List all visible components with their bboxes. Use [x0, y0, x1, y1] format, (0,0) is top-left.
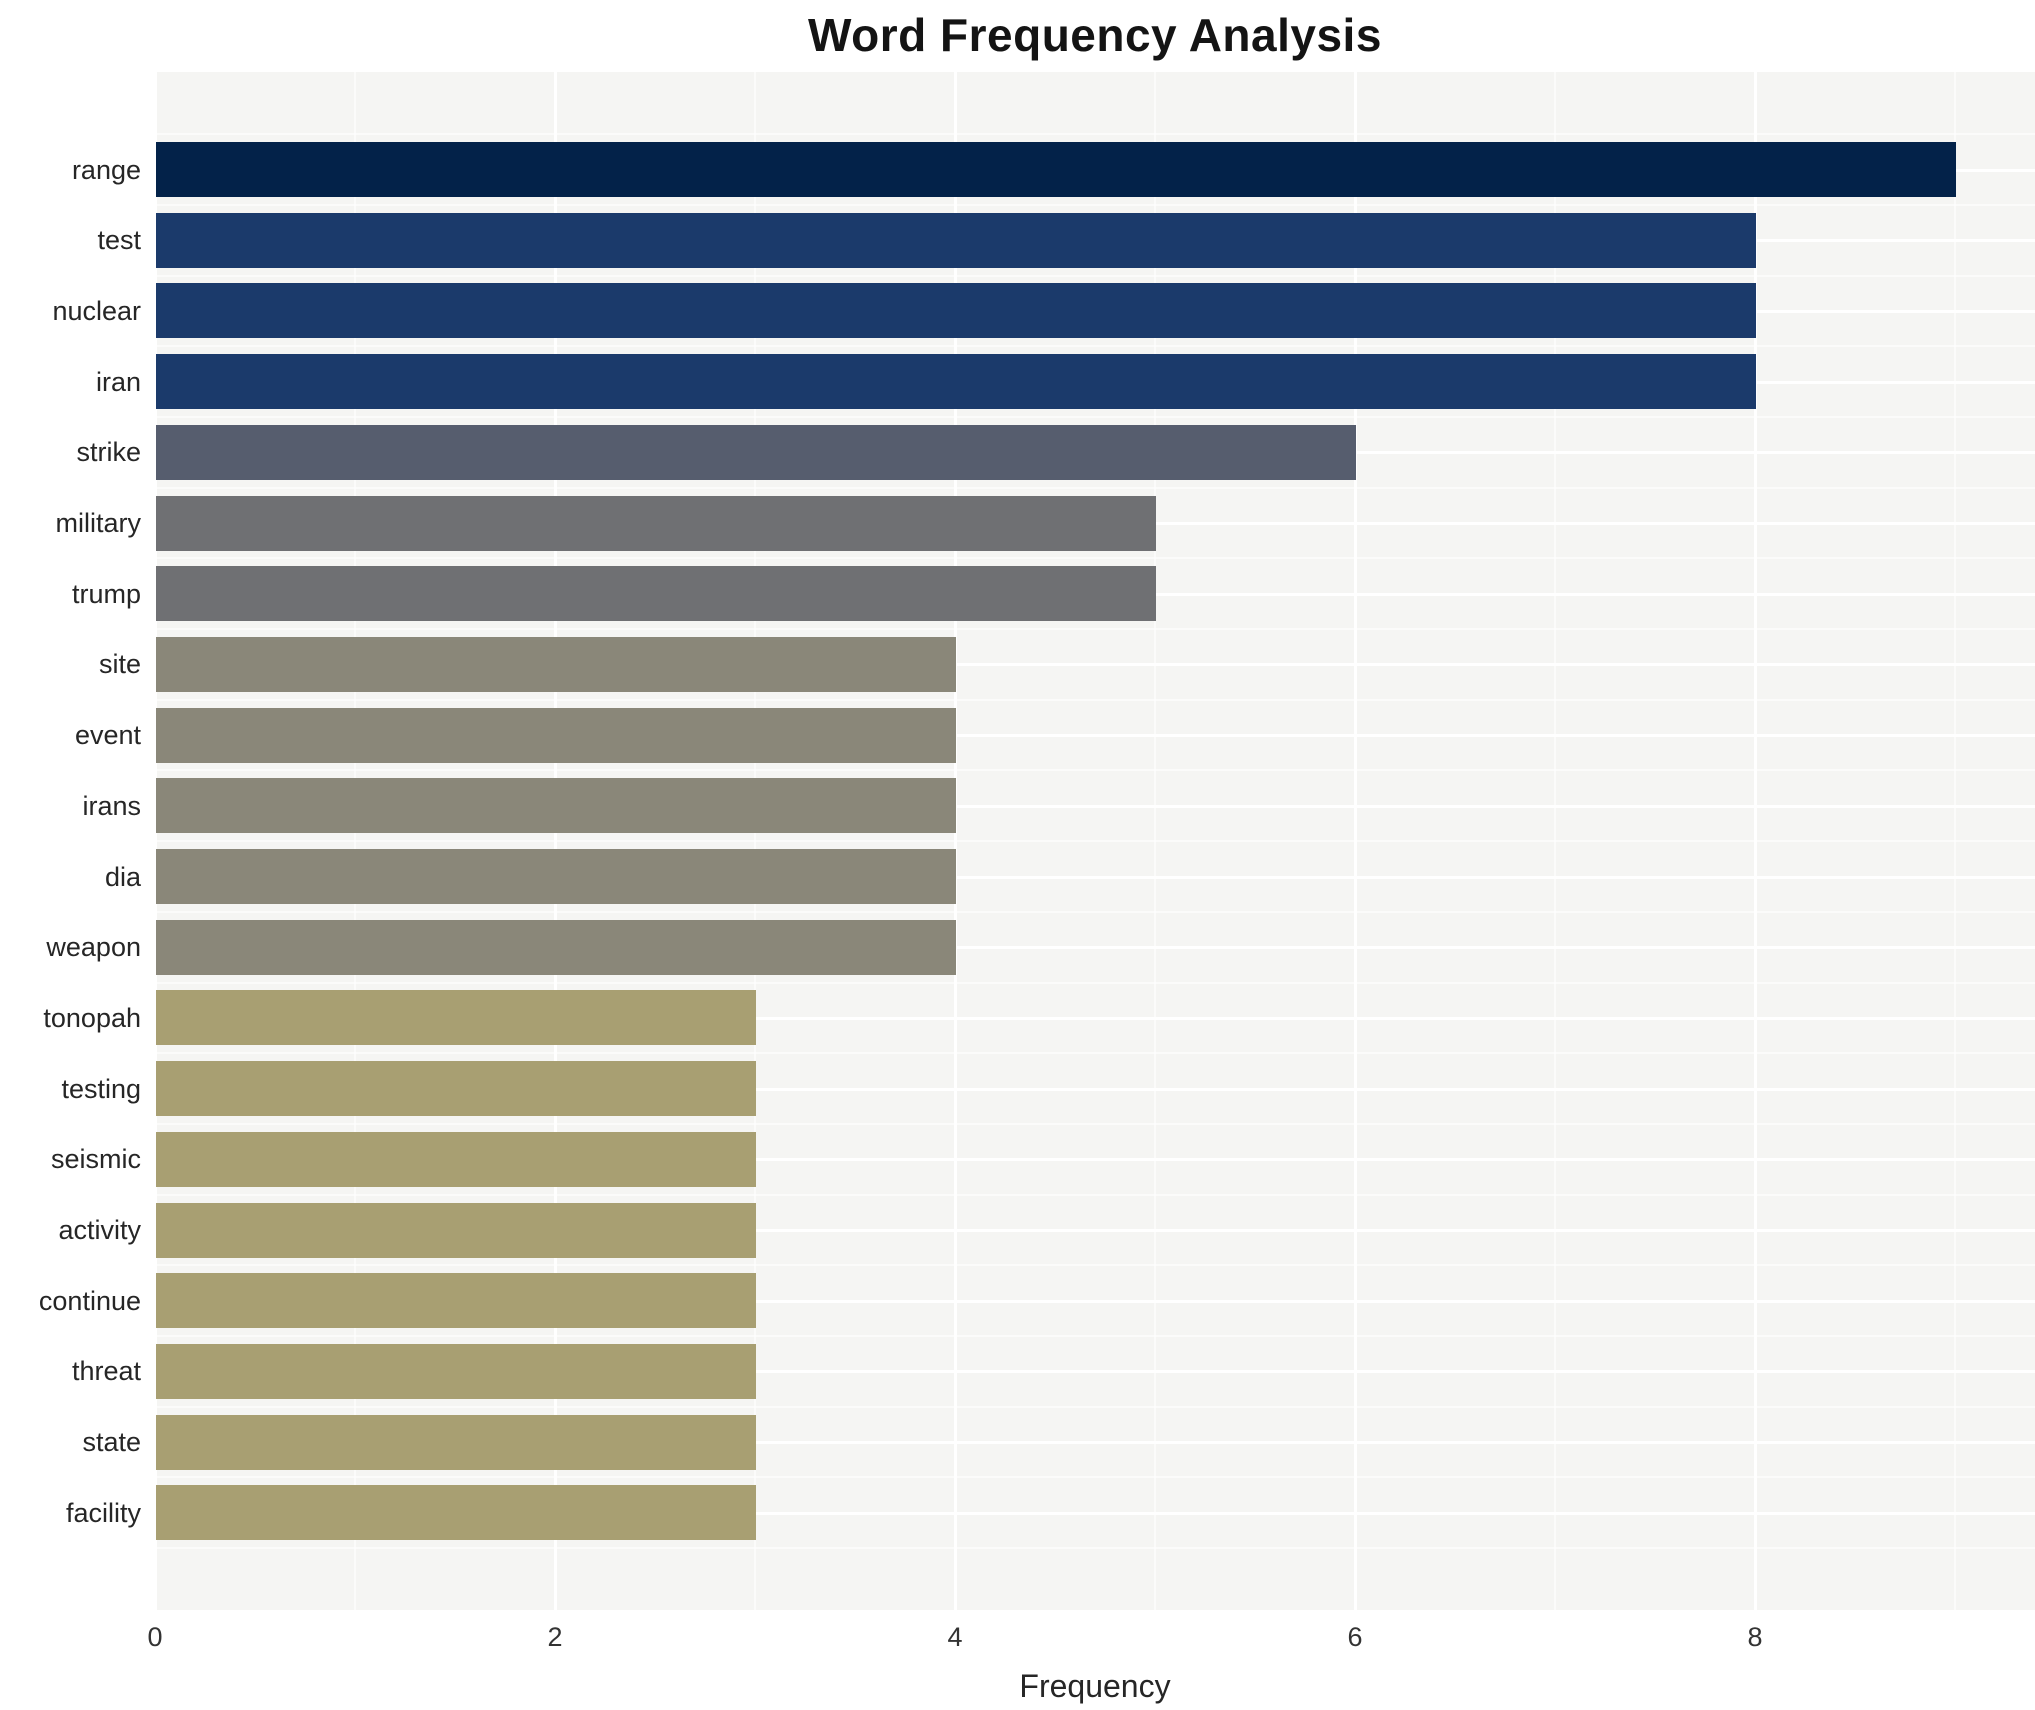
bar-test — [156, 212, 1756, 268]
y-axis-label: weapon — [46, 932, 141, 963]
x-tick-label: 0 — [147, 1622, 163, 1652]
y-gridline — [155, 1299, 2035, 1303]
y-gridline — [155, 1511, 2035, 1515]
y-gridline-minor — [155, 698, 2035, 701]
x-tick-label: 4 — [947, 1622, 963, 1652]
y-axis-label: testing — [61, 1073, 141, 1104]
y-axis-label: threat — [71, 1356, 141, 1387]
y-gridline — [155, 946, 2035, 950]
y-gridline — [155, 663, 2035, 667]
y-gridline-minor — [155, 486, 2035, 489]
y-gridline — [155, 1087, 2035, 1091]
y-gridline-minor — [155, 557, 2035, 560]
y-gridline-minor — [155, 1335, 2035, 1338]
y-gridline — [155, 1158, 2035, 1162]
bar-state — [156, 1414, 756, 1470]
y-gridline — [155, 1229, 2035, 1232]
y-gridline-minor — [155, 203, 2035, 206]
y-axis-label: test — [97, 225, 141, 256]
y-gridline — [155, 804, 2035, 808]
bar-strike — [156, 424, 1356, 480]
y-axis-label: state — [82, 1427, 141, 1458]
y-axis-label: trump — [71, 578, 141, 609]
y-gridline-minor — [155, 628, 2035, 631]
bar-event — [156, 707, 956, 763]
bar-nuclear — [156, 283, 1756, 339]
y-gridline-minor — [155, 769, 2035, 772]
y-gridline — [155, 1370, 2035, 1374]
bar-continue — [156, 1273, 756, 1329]
y-gridline — [155, 875, 2035, 879]
bar-military — [156, 495, 1156, 551]
y-axis-label: site — [98, 649, 141, 680]
y-gridline-minor — [155, 274, 2035, 277]
y-axis-label: tonopah — [43, 1002, 141, 1033]
y-gridline-minor — [155, 1052, 2035, 1055]
y-gridline-minor — [155, 840, 2035, 843]
y-gridline-minor — [155, 345, 2035, 348]
y-gridline-minor — [155, 1193, 2035, 1196]
plot-area — [154, 72, 2035, 1610]
chart-title: Word Frequency Analysis — [808, 9, 1382, 61]
x-tick-label: 6 — [1347, 1622, 1363, 1652]
bar-seismic — [156, 1131, 756, 1187]
bar-threat — [156, 1343, 756, 1399]
y-gridline-minor — [155, 133, 2035, 136]
y-axis-label: irans — [82, 790, 141, 821]
y-gridline — [155, 734, 2035, 738]
y-axis-label: military — [55, 508, 142, 538]
y-gridline-minor — [155, 1122, 2035, 1125]
bar-dia — [156, 849, 956, 904]
y-axis-label: event — [74, 720, 141, 751]
bar-facility — [156, 1485, 756, 1541]
bar-trump — [156, 566, 1156, 622]
y-gridline-minor — [155, 1405, 2035, 1408]
bar-iran — [156, 354, 1756, 410]
x-tick-label: 2 — [547, 1622, 563, 1652]
y-gridline-minor — [155, 1264, 2035, 1267]
bar-irans — [156, 778, 956, 834]
y-gridline-minor — [155, 415, 2035, 418]
y-axis-label: strike — [76, 437, 141, 468]
y-gridline — [155, 1016, 2035, 1020]
y-axis-label: dia — [104, 861, 141, 892]
y-gridline-minor — [155, 1476, 2035, 1479]
y-gridline-minor — [155, 910, 2035, 913]
y-axis-label: continue — [38, 1285, 141, 1316]
y-axis-label: iran — [95, 366, 141, 397]
bar-site — [156, 636, 956, 692]
y-axis-label: facility — [65, 1497, 141, 1528]
bar-range — [156, 142, 1956, 197]
y-gridline-minor — [155, 981, 2035, 984]
bar-tonopah — [156, 990, 756, 1046]
x-axis-title: Frequency — [1019, 1668, 1171, 1704]
y-axis-label: nuclear — [52, 295, 141, 326]
y-axis-label: activity — [58, 1215, 141, 1245]
bar-activity — [156, 1202, 756, 1258]
y-gridline — [155, 1441, 2035, 1445]
x-tick-label: 8 — [1747, 1622, 1763, 1652]
y-gridline-minor — [155, 1547, 2035, 1550]
y-axis-label: range — [71, 154, 141, 185]
bar-weapon — [156, 919, 956, 975]
bar-testing — [156, 1061, 756, 1117]
y-axis-label: seismic — [50, 1144, 141, 1175]
